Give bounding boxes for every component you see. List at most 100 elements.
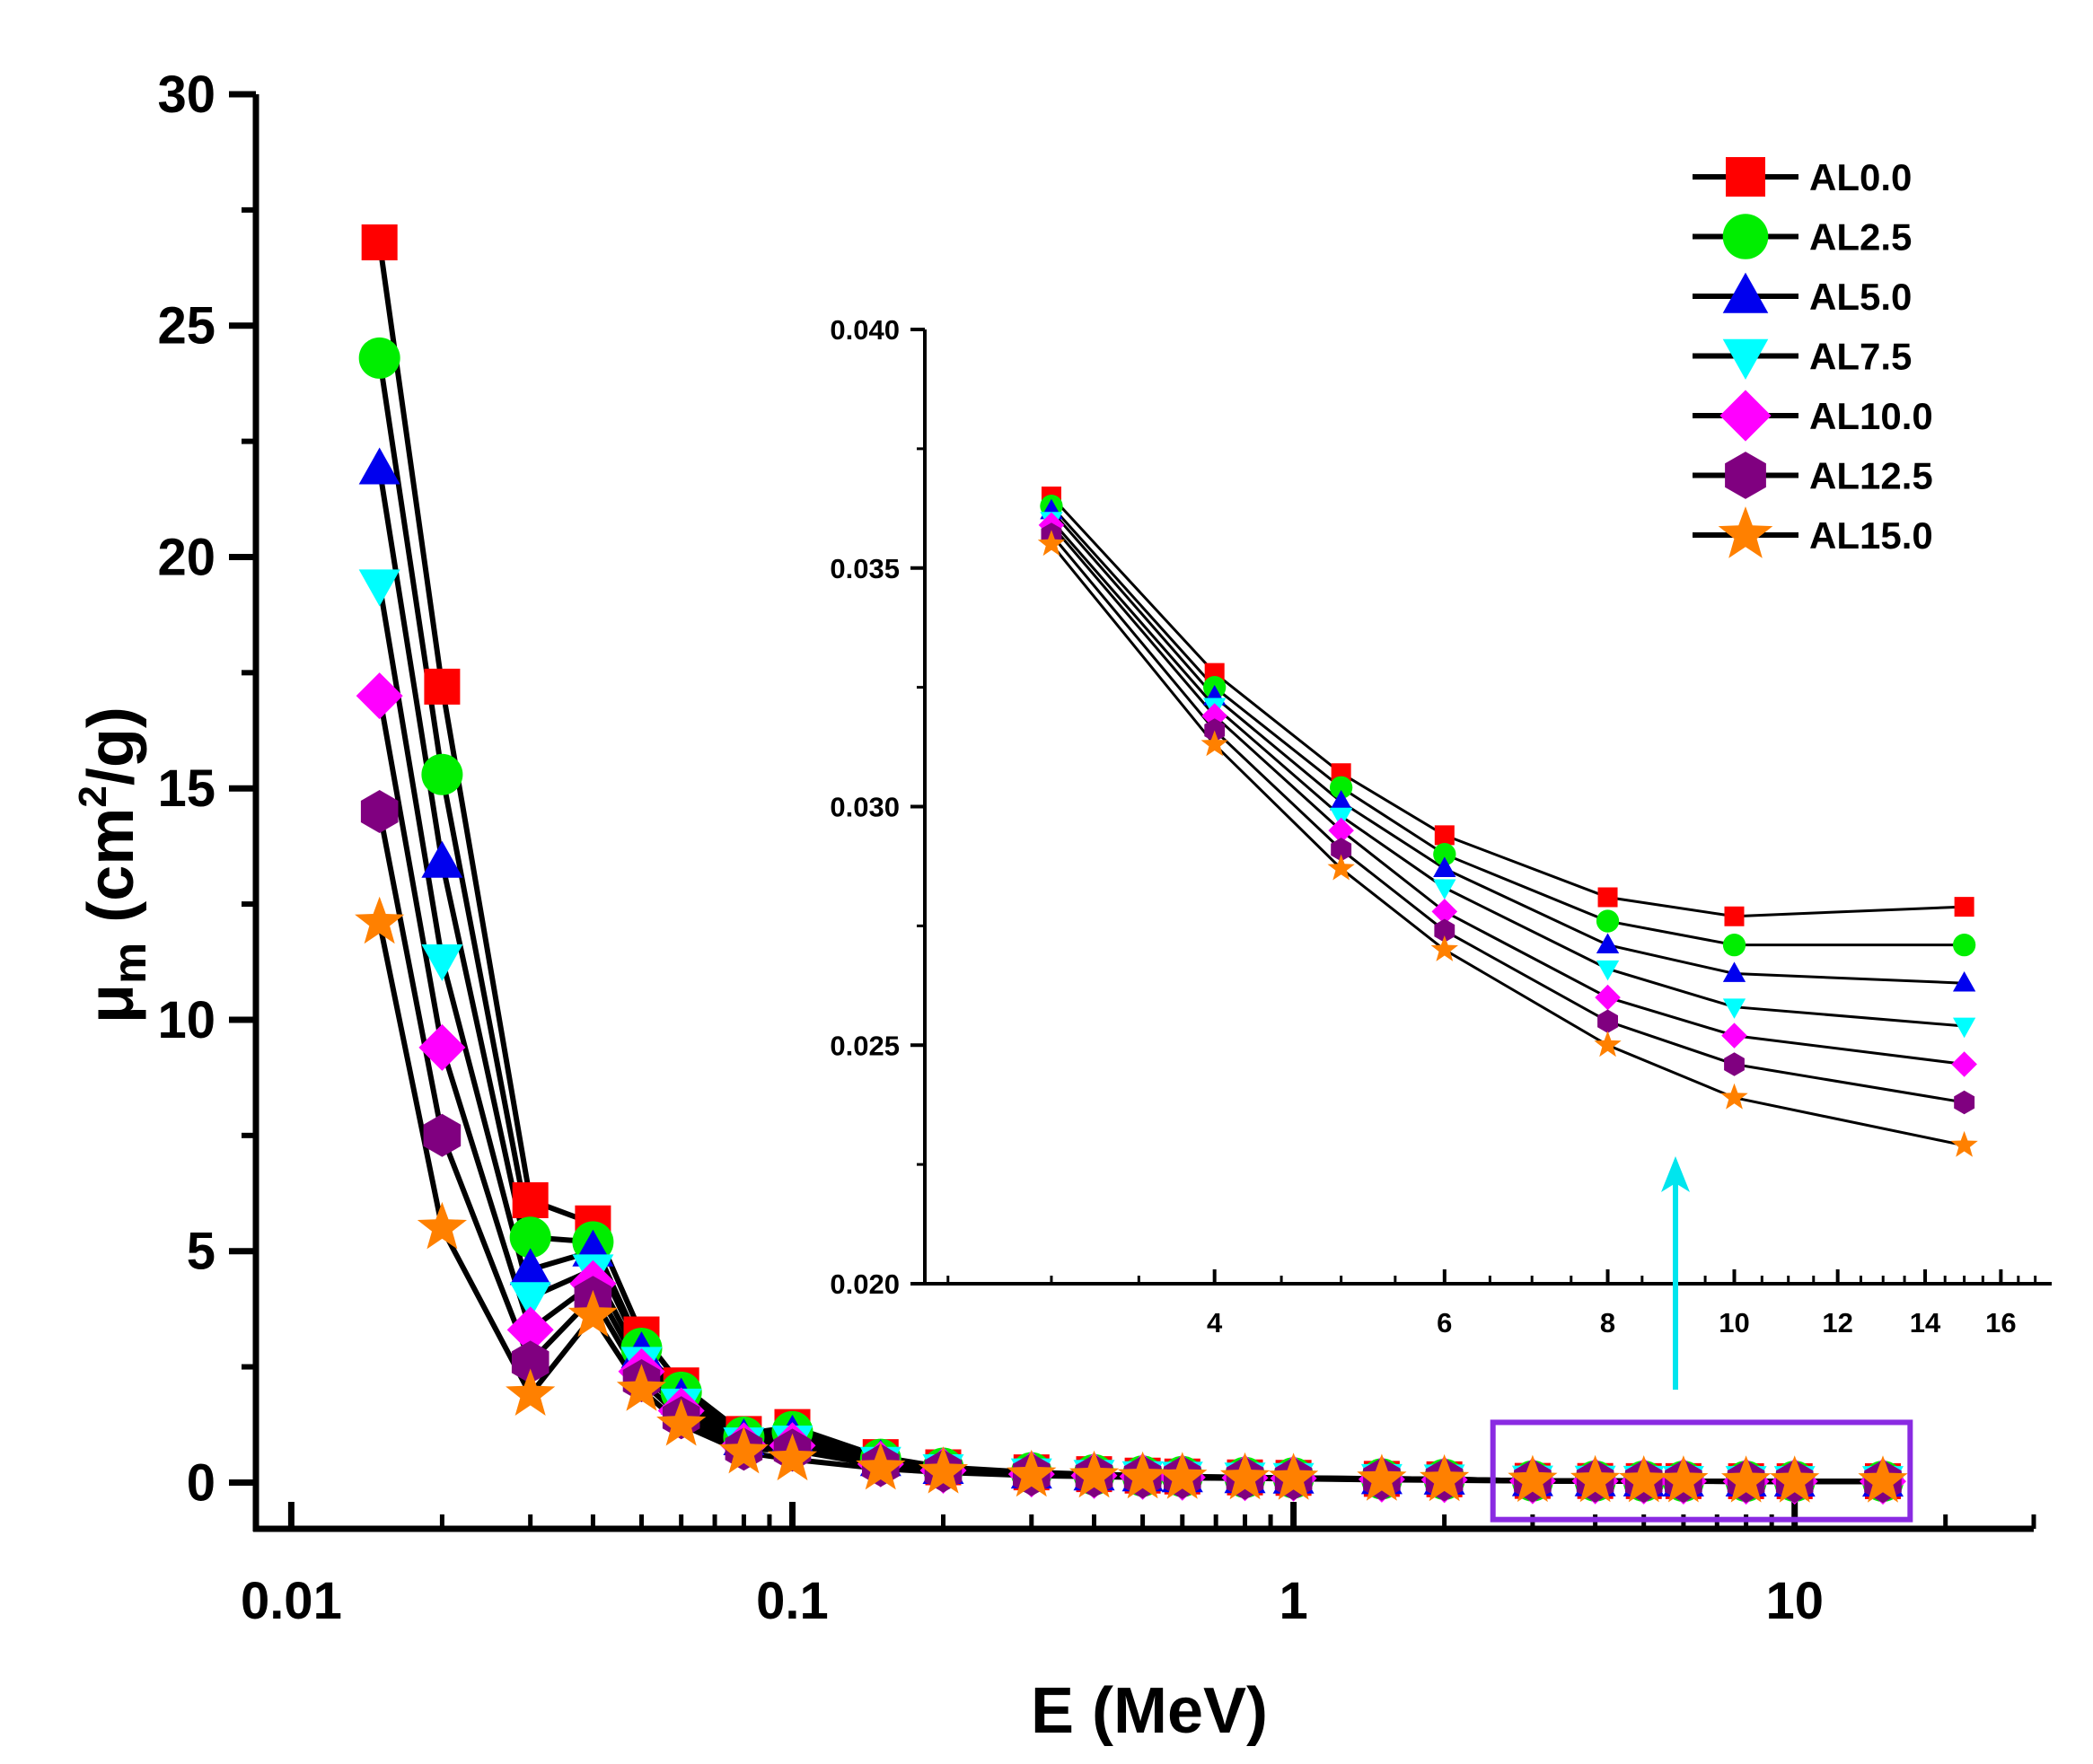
series-AL15.0 — [376, 922, 1884, 1485]
x-tick-label: 0.01 — [241, 1572, 342, 1630]
legend-entry-AL0.0: AL0.0 — [1693, 156, 1912, 198]
legend-marker — [1725, 452, 1766, 499]
data-point — [718, 1426, 769, 1474]
inset-series-points-AL7.5 — [1040, 512, 1976, 1039]
data-point — [423, 1113, 462, 1157]
inset-series-line-AL0.0 — [1050, 495, 1965, 918]
data-point — [1619, 1455, 1669, 1503]
data-point — [1118, 1451, 1168, 1499]
inset-series-line-AL12.5 — [1050, 533, 1965, 1104]
inset-plot: 0.020 0.025 0.030 0.035 0.040 4 6 8 10 12 14 16 — [830, 314, 2052, 1338]
data-point — [421, 943, 463, 981]
data-point — [509, 1248, 551, 1286]
data-point — [1219, 1452, 1271, 1500]
x-tick-label: 10 — [1765, 1572, 1824, 1630]
y-tick-label: 15 — [157, 759, 215, 818]
inset-y-tick-label: 0.025 — [830, 1030, 900, 1061]
y-tick-label: 30 — [157, 66, 215, 124]
inset-data-point — [1594, 1031, 1622, 1058]
data-point — [1858, 1455, 1908, 1503]
x-tick-label: 1 — [1279, 1572, 1307, 1630]
inset-data-point — [1722, 961, 1746, 982]
inset-data-point — [1596, 909, 1620, 933]
legend-label: AL2.5 — [1809, 216, 1912, 259]
inset-data-point — [1328, 817, 1354, 844]
inset-series-points-AL15.0 — [1037, 530, 1978, 1157]
inset-data-point — [1433, 843, 1456, 866]
inset-series-points-AL10.0 — [1038, 512, 1977, 1077]
legend-marker — [1726, 157, 1765, 197]
inset-series-line-AL15.0 — [1050, 543, 1965, 1147]
data-point — [417, 1201, 467, 1250]
series-points-AL12.5 — [360, 790, 1902, 1504]
legend: AL0.0 AL2.5 AL5.0 AL7.5 AL10.0 AL12.5 AL15.0 — [1693, 156, 1933, 558]
data-point — [1068, 1450, 1120, 1498]
series-line-AL12.5 — [376, 811, 1883, 1485]
inset-data-point — [1596, 960, 1620, 981]
data-point — [361, 224, 398, 260]
inset-x-tick-label: 6 — [1437, 1307, 1452, 1338]
data-point — [358, 337, 400, 379]
data-point — [856, 1443, 906, 1490]
inset-data-point — [1431, 899, 1458, 925]
legend-entry-AL12.5: AL12.5 — [1693, 452, 1933, 499]
inset-data-point — [1433, 856, 1456, 877]
inset-x-tick-label: 14 — [1910, 1307, 1941, 1338]
series-line-AL15.0 — [376, 922, 1884, 1485]
inset-data-point — [1721, 1022, 1747, 1049]
y-tick-label: 20 — [157, 528, 215, 586]
data-point — [918, 1446, 969, 1494]
inset-data-point — [1722, 998, 1746, 1019]
y-axis-label: μm (cm2/g) — [71, 706, 156, 1023]
inset-data-point — [1433, 879, 1456, 900]
legend-label: AL7.5 — [1809, 336, 1912, 378]
data-point — [1269, 1452, 1319, 1500]
inset-series-points-AL12.5 — [1041, 522, 1975, 1115]
data-point — [418, 1023, 466, 1071]
y-axis-label-pre: (cm — [75, 808, 147, 923]
inset-data-point — [1954, 1090, 1975, 1115]
series-points-AL15.0 — [355, 896, 1908, 1503]
inset-data-point — [1724, 1052, 1745, 1076]
data-point — [355, 896, 405, 944]
data-point — [511, 1340, 550, 1384]
zoom-highlight-box — [1490, 1419, 1913, 1523]
legend-label: AL12.5 — [1809, 455, 1933, 497]
inset-x-tick-label: 4 — [1207, 1307, 1223, 1338]
legend-marker — [1722, 214, 1769, 259]
y-tick-label: 5 — [187, 1223, 215, 1281]
zoom-arrow — [1661, 1156, 1690, 1390]
y-axis-label-sup: 2 — [71, 785, 115, 807]
inset-data-point — [1952, 970, 1976, 992]
data-point — [1570, 1454, 1621, 1503]
data-point — [1658, 1455, 1709, 1503]
inset-data-point — [1037, 530, 1066, 557]
inset-series-line-AL7.5 — [1050, 519, 1965, 1028]
inset-data-point — [1724, 906, 1745, 926]
inset-data-point — [1329, 776, 1353, 799]
data-point — [512, 1182, 549, 1219]
y-axis-label-sub: m — [104, 943, 156, 984]
zoom-arrow-head — [1661, 1156, 1690, 1192]
inset-y-tick-label: 0.035 — [830, 553, 900, 584]
data-point — [421, 840, 463, 878]
inset-x-tick-label: 10 — [1719, 1307, 1749, 1338]
data-point — [1770, 1455, 1820, 1503]
data-point — [360, 790, 399, 833]
legend-label: AL15.0 — [1809, 514, 1933, 557]
legend-marker — [1722, 338, 1769, 380]
data-point — [567, 1289, 618, 1338]
y-tick-label: 10 — [157, 991, 215, 1049]
data-point — [506, 1368, 556, 1416]
legend-label: AL5.0 — [1809, 276, 1912, 318]
legend-marker — [1722, 272, 1769, 313]
legend-entry-AL5.0: AL5.0 — [1693, 272, 1912, 318]
series-points-AL5.0 — [358, 447, 1904, 1497]
inset-data-point — [1597, 887, 1618, 908]
main-plot: 0 5 10 15 20 25 30 0.01 0.1 1 10 — [157, 66, 2036, 1630]
data-point — [1157, 1452, 1208, 1499]
inset-y-tick-label: 0.030 — [830, 792, 900, 823]
inset-data-point — [1430, 935, 1458, 961]
inset-x-tick-label: 8 — [1600, 1307, 1615, 1338]
inset-data-point — [1954, 897, 1974, 917]
